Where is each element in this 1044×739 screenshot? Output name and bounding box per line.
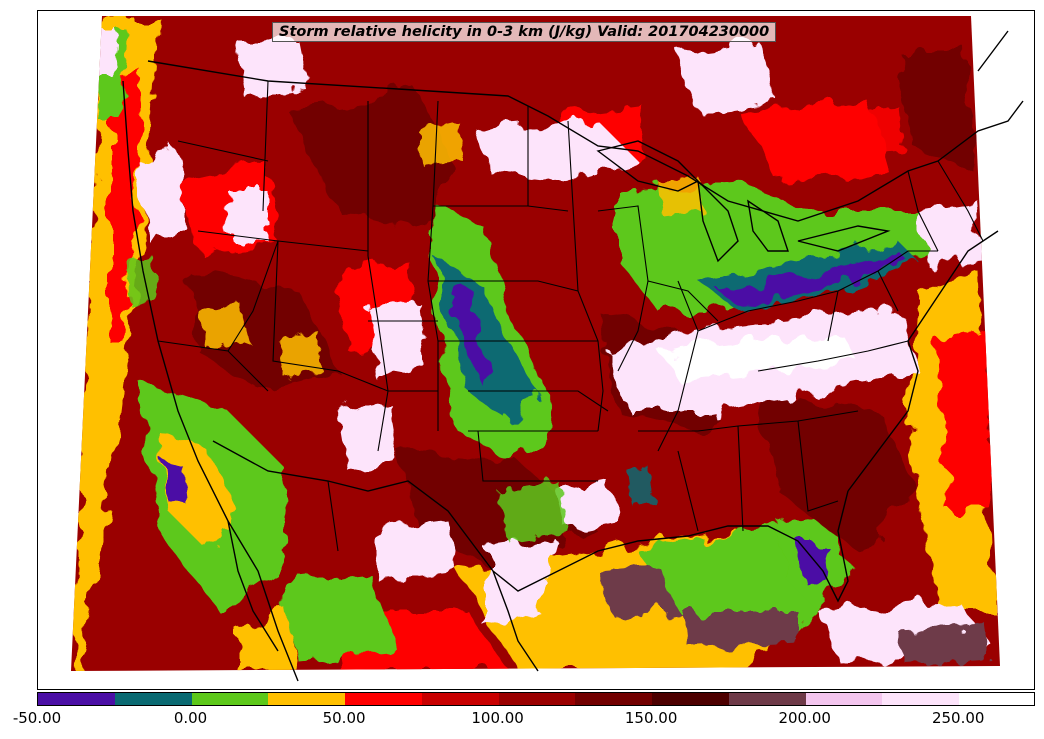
colorbar-segment — [38, 693, 115, 705]
colorbar-segment — [959, 693, 1034, 705]
us-canada-border — [147, 60, 939, 222]
colorbar-segment — [652, 693, 729, 705]
colorbar-segment — [805, 693, 883, 705]
us-mexico-border — [212, 440, 494, 572]
colorbar-segment — [345, 693, 422, 705]
map-title: Storm relative helicity in 0-3 km (J/kg)… — [272, 22, 777, 42]
gulf-of-st-lawrence — [937, 30, 1024, 162]
colorbar-tick-label: -50.00 — [12, 709, 62, 727]
gulf-coastline — [492, 490, 849, 603]
colorbar-tick-label: 0.00 — [173, 709, 208, 727]
boundaries — [122, 30, 1024, 682]
colorbar-segment — [268, 693, 346, 705]
colorbar-segment — [728, 693, 806, 705]
pacific-coastline — [122, 80, 299, 682]
state-borders — [157, 80, 984, 552]
map-panel: Storm relative helicity in 0-3 km (J/kg)… — [37, 10, 1035, 690]
colorbar — [37, 692, 1035, 706]
colorbar-tick-label: 250.00 — [931, 709, 985, 727]
colorbar-tick-label: 150.00 — [624, 709, 678, 727]
colorbar-ticks: -50.00 0.00 50.00 100.00 150.00 200.00 250.00 — [0, 707, 1044, 737]
helicity-map — [71, 16, 1024, 682]
colorbar-tick-label: 50.00 — [322, 709, 366, 727]
colorbar-segment — [421, 693, 499, 705]
great-lakes — [596, 140, 891, 263]
colorbar-segment — [882, 693, 960, 705]
colorbar-segment — [498, 693, 576, 705]
colorbar-segment — [191, 693, 269, 705]
colorbar-tick-label: 100.00 — [471, 709, 524, 727]
colorbar-segment — [575, 693, 653, 705]
colorbar-segment — [114, 693, 192, 705]
colorbar-tick-label: 200.00 — [778, 709, 831, 727]
helicity-field — [71, 16, 1000, 671]
mexico-coastline — [227, 520, 539, 672]
